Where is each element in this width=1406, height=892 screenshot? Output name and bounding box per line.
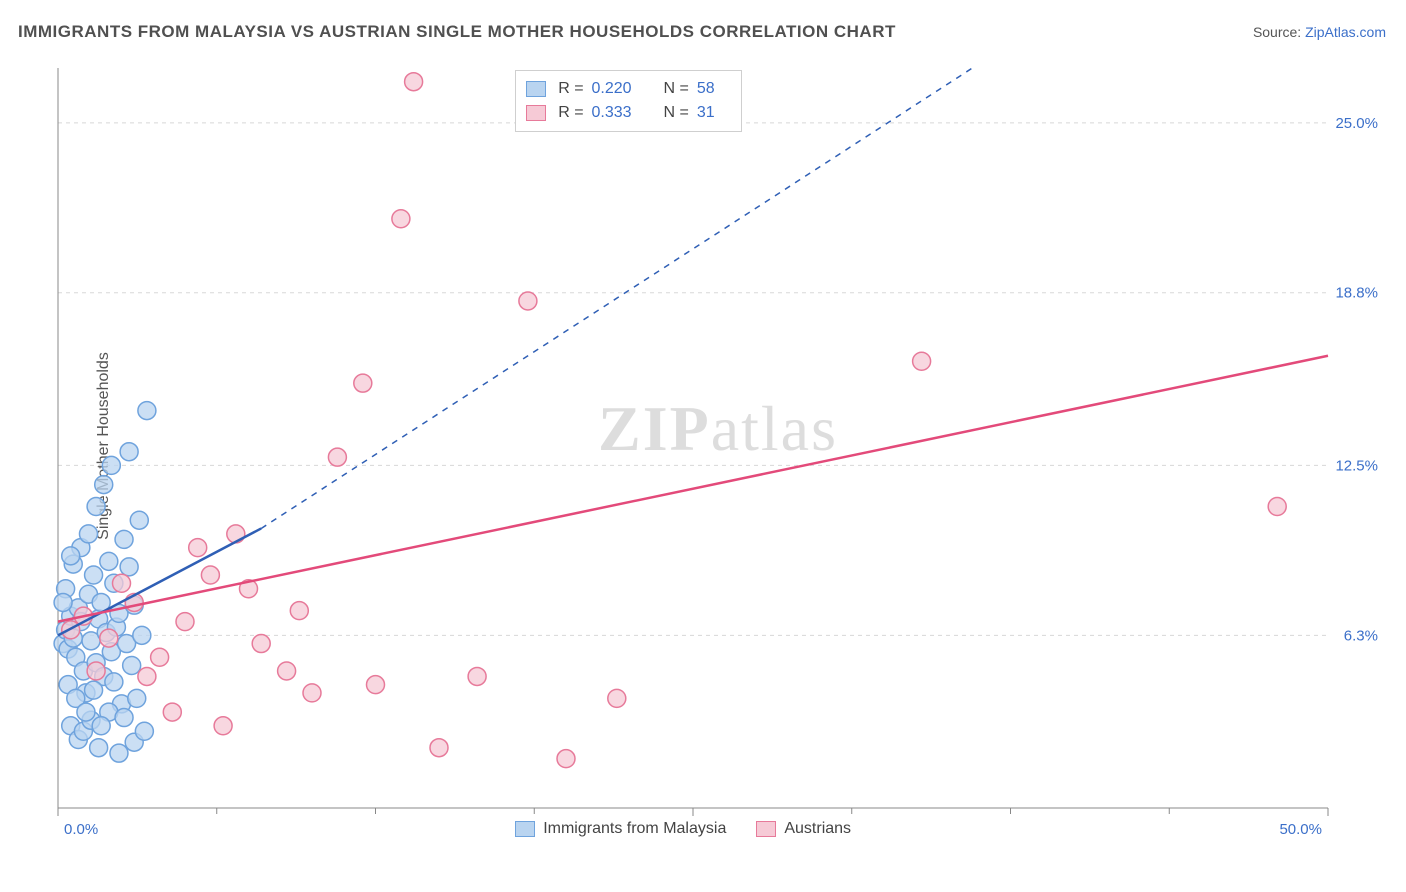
y-tick-label: 18.8% [1335, 285, 1378, 302]
data-point-austrians [138, 667, 156, 685]
data-point-malaysia [62, 547, 80, 565]
legend-item-malaysia: Immigrants from Malaysia [515, 820, 726, 838]
data-point-austrians [430, 739, 448, 757]
legend-bottom: Immigrants from Malaysia Austrians [515, 820, 851, 838]
data-point-austrians [354, 374, 372, 392]
data-point-austrians [163, 703, 181, 721]
data-point-malaysia [110, 744, 128, 762]
scatter-plot-svg: 6.3% 12.5% 18.8% 25.0% 0.0% 50.0% [48, 58, 1388, 848]
data-point-austrians [189, 539, 207, 557]
y-tick-label: 6.3% [1344, 627, 1378, 644]
data-point-austrians [87, 662, 105, 680]
data-point-austrians [468, 667, 486, 685]
legend-stats-row-austrians: R = 0.333 N = 31 [526, 101, 727, 125]
legend-stats-box: R = 0.220 N = 58 R = 0.333 N = 31 [515, 70, 742, 132]
data-point-malaysia [90, 739, 108, 757]
legend-swatch-austrians [526, 105, 546, 121]
data-point-austrians [367, 676, 385, 694]
data-point-austrians [227, 525, 245, 543]
r-value-austrians: 0.333 [592, 104, 652, 122]
legend-swatch-malaysia [515, 821, 535, 837]
data-point-austrians [1268, 498, 1286, 516]
data-point-austrians [252, 635, 270, 653]
data-point-malaysia [54, 593, 72, 611]
legend-swatch-austrians [756, 821, 776, 837]
data-point-austrians [214, 717, 232, 735]
r-label: R = [558, 80, 583, 98]
data-point-malaysia [87, 498, 105, 516]
legend-label-malaysia: Immigrants from Malaysia [543, 820, 726, 838]
n-label: N = [664, 104, 689, 122]
data-point-malaysia [130, 511, 148, 529]
data-point-austrians [113, 574, 131, 592]
data-point-austrians [100, 629, 118, 647]
data-point-malaysia [100, 552, 118, 570]
y-tick-label: 25.0% [1335, 115, 1378, 132]
plot-area: 6.3%12.5%18.8%25.0%0.0%50.0% ZIPatlas R … [48, 58, 1388, 848]
data-point-austrians [151, 648, 169, 666]
data-point-austrians [913, 352, 931, 370]
source-prefix: Source: [1253, 24, 1305, 40]
data-point-malaysia [133, 626, 151, 644]
data-point-austrians [519, 292, 537, 310]
source-link[interactable]: ZipAtlas.com [1305, 24, 1386, 40]
n-label: N = [664, 80, 689, 98]
n-value-malaysia: 58 [697, 80, 727, 98]
data-point-malaysia [115, 530, 133, 548]
legend-swatch-malaysia [526, 81, 546, 97]
r-label: R = [558, 104, 583, 122]
data-point-malaysia [120, 558, 138, 576]
data-point-malaysia [120, 443, 138, 461]
x-tick-label: 50.0% [1279, 821, 1322, 838]
data-point-malaysia [135, 722, 153, 740]
data-point-austrians [405, 73, 423, 91]
data-point-malaysia [85, 566, 103, 584]
data-point-austrians [278, 662, 296, 680]
data-point-malaysia [92, 717, 110, 735]
data-point-austrians [392, 210, 410, 228]
chart-title: IMMIGRANTS FROM MALAYSIA VS AUSTRIAN SIN… [18, 22, 896, 42]
trend-line-austrians [58, 356, 1328, 622]
data-point-austrians [176, 613, 194, 631]
chart-container: IMMIGRANTS FROM MALAYSIA VS AUSTRIAN SIN… [0, 0, 1406, 892]
data-point-malaysia [128, 689, 146, 707]
data-point-malaysia [138, 402, 156, 420]
data-point-austrians [608, 689, 626, 707]
data-point-malaysia [95, 476, 113, 494]
data-point-malaysia [115, 709, 133, 727]
data-point-malaysia [79, 525, 97, 543]
data-point-austrians [303, 684, 321, 702]
legend-stats-row-malaysia: R = 0.220 N = 58 [526, 77, 727, 101]
data-point-malaysia [102, 456, 120, 474]
data-point-malaysia [85, 681, 103, 699]
legend-label-austrians: Austrians [784, 820, 851, 838]
data-point-malaysia [105, 673, 123, 691]
data-point-malaysia [123, 656, 141, 674]
trend-line-ext-malaysia [261, 68, 972, 528]
data-point-austrians [290, 602, 308, 620]
y-tick-label: 12.5% [1335, 457, 1378, 474]
data-point-austrians [328, 448, 346, 466]
data-point-austrians [201, 566, 219, 584]
r-value-malaysia: 0.220 [592, 80, 652, 98]
data-point-austrians [557, 750, 575, 768]
source-attribution: Source: ZipAtlas.com [1253, 24, 1386, 40]
legend-item-austrians: Austrians [756, 820, 851, 838]
n-value-austrians: 31 [697, 104, 727, 122]
data-point-malaysia [77, 703, 95, 721]
x-tick-label: 0.0% [64, 821, 98, 838]
